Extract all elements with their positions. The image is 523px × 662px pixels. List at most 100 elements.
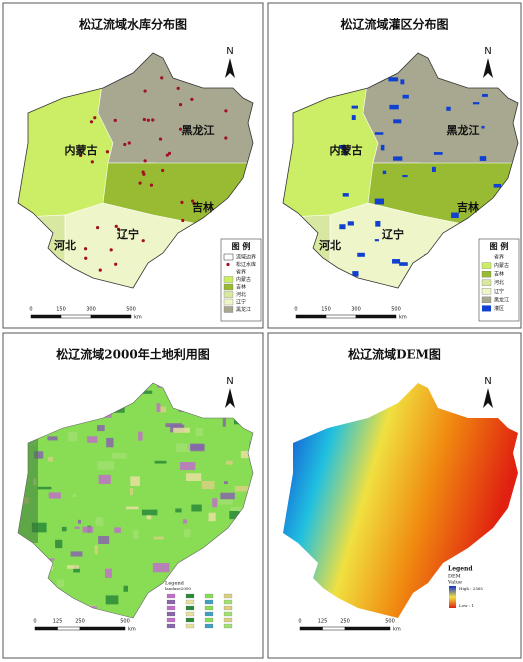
landuse-patch [220,492,235,500]
legend-swatch [166,617,176,623]
scale-segment [299,626,323,631]
legend-swatch [223,623,233,629]
landuse-patch [153,536,164,540]
landuse-patch [82,526,94,533]
landuse-patch [231,506,246,511]
legend-label: landuse2000 [165,586,191,591]
irrigation-area [339,144,347,149]
landuse-patch [114,527,121,533]
reservoir [158,137,163,141]
legend-swatch [481,288,492,295]
reservoir [151,118,155,122]
north-arrow [225,388,235,408]
region-label: 吉林 [457,200,479,214]
north-label: N [226,46,233,57]
scale-segment [90,314,132,319]
legend-ramp [449,586,456,608]
legend-swatch [223,593,233,599]
scale-label: 300 [86,307,96,313]
reservoir [127,141,131,145]
landuse-patch [129,488,133,496]
legend-swatch [185,617,195,623]
legend-swatch [223,306,234,313]
irrigation-area [493,183,502,188]
legend-title: 图 例 [232,241,251,251]
irrigation-area [380,144,385,151]
landuse-patch [234,485,250,492]
landuse-patch [55,539,63,549]
landuse-patch [154,460,167,464]
reservoir [167,151,172,155]
landuse-patch [74,526,80,529]
irrigation-area [343,150,348,156]
reservoir [123,142,127,147]
map-title: 松辽流域DEM图 [348,347,441,362]
landuse-patch [78,519,82,524]
landuse-patch [184,529,191,538]
legend-label: DEM [448,574,461,580]
legend-title: Legend [165,581,185,587]
landuse-patch [142,390,153,394]
irrigation-area [479,156,487,161]
legend-label: 黑龙江 [494,296,509,303]
landuse-patch [87,436,98,443]
legend-swatch [185,599,195,605]
irrigation-area [399,262,408,266]
irrigation-area [339,224,346,230]
scale-segment [344,626,391,631]
irrigation-area [389,104,399,110]
scale-label: 0 [29,307,32,313]
north-arrow [483,58,493,78]
region-label: 黑龙江 [182,123,215,137]
reservoir [93,116,97,120]
reservoir [114,262,118,266]
legend-label: 省界 [236,269,246,276]
irrigation-area [357,252,365,257]
legend-label: 辽宁 [494,288,504,295]
landuse-patch [105,568,112,578]
legend-label: 吉林 [236,284,246,291]
north-arrow [483,388,493,408]
landuse-patch [152,563,170,573]
landuse-patch [37,486,52,490]
map-title: 松辽流域灌区分布图 [340,17,448,32]
landuse-patch [187,443,204,450]
landuse-patch [34,451,44,459]
legend-swatch [223,617,233,623]
landuse-patch [146,514,152,520]
scale-label: 125 [318,619,328,625]
irrigation-area [481,125,485,129]
landuse-patch [98,535,110,544]
reservoir [190,97,194,101]
legend-swatch [166,611,176,617]
reservoir [116,227,121,231]
legend-swatch [166,599,176,605]
landuse-patch [73,565,80,573]
map-title: 松辽流域水库分布图 [79,17,187,32]
irrigation-area [431,166,436,172]
scale-unit: km [399,315,407,321]
legend-swatch [185,605,195,611]
landuse-patch [68,432,78,442]
scale-label: 500 [126,307,136,313]
landuse-patch [72,493,77,497]
irrigation-area [342,193,349,197]
scale-label: 0 [294,307,297,313]
scale-label: 0 [298,619,301,625]
landuse-patch [240,450,253,459]
irrigation-area [374,239,379,242]
reservoir [138,181,142,185]
landuse-patch [126,506,139,510]
landuse-patch [70,551,83,557]
region-label: 辽宁 [117,227,139,241]
irrigation-area [382,170,387,175]
region-label: 吉林 [192,200,214,214]
legend-label: 内蒙古 [236,276,251,283]
reservoir [89,120,94,124]
legend-swatch [185,593,195,599]
scale-label: 0 [33,619,36,625]
landuse-patch [97,425,105,432]
scale-label: 500 [385,619,395,625]
reservoir [141,170,145,174]
